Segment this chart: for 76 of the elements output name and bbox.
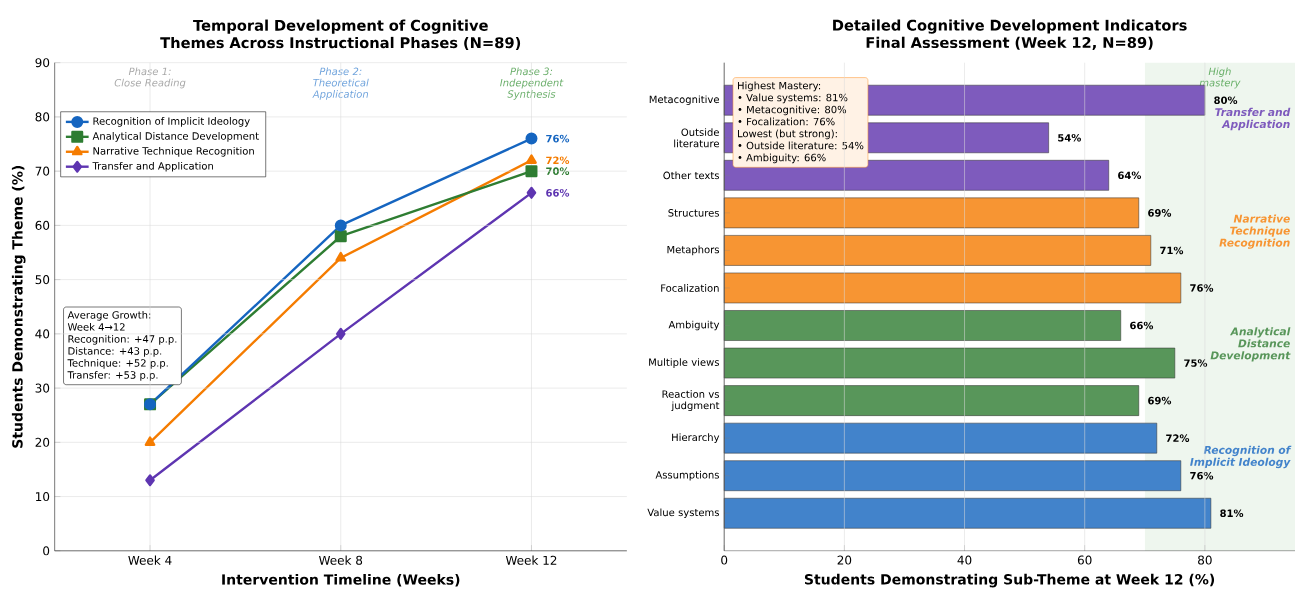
data-label: 70% [546,167,570,176]
y-axis-title: Students Demonstrating Theme (%) [11,166,26,448]
data-label: 64% [1118,171,1142,180]
data-label: 75% [1184,359,1208,367]
y-tick-label: Multiple views [649,358,720,368]
data-label: 80% [1214,96,1238,105]
annotation: Week 4→12 [67,323,125,331]
band-label: High mastery [1199,67,1241,89]
x-tick-label: Week 8 [318,555,363,565]
data-label: 72% [546,156,570,165]
x-tick-label: 60 [1077,555,1092,565]
x-axis-title: Students Demonstrating Sub-Theme at Week 12 (%) [804,573,1215,588]
annotation: • Focalization: 76% [738,117,835,126]
x-axis-title: Intervention Timeline (Weeks) [222,574,460,587]
y-tick-label: 70 [35,166,50,176]
data-label: 54% [1058,134,1081,142]
legend-label: Recognition of Implicit Ideology [93,117,250,127]
data-label: 76% [1190,472,1214,480]
y-tick-label: Assumptions [655,470,720,481]
data-label: 66% [1130,321,1154,330]
y-tick-label: 10 [36,492,50,502]
y-tick-label: 20 [35,437,50,447]
chart-title: Temporal Development of Cognitive Themes Across Instructional Phases (N=89) [160,19,521,51]
chart-title: Detailed Cognitive Development Indicators Final Assessment (Week 12, N=89) [833,19,1187,51]
y-tick-label: 90 [35,58,50,68]
annotation: • Metacognitive: 80% [738,105,847,116]
y-tick-label: 60 [35,220,50,231]
y-tick-label: Focalization [661,284,719,292]
y-tick-label: Reaction vs judgment [662,390,720,412]
y-tick-label: Ambiguity [668,320,720,331]
annotation: Transfer: +53 p.p. [67,371,158,381]
y-tick-label: Hierarchy [672,433,720,444]
y-tick-label: Value systems [647,508,719,519]
annotation: Phase 2: Theoretical Application [312,67,369,100]
x-tick-label: 80 [1198,555,1212,565]
y-tick-label: 50 [35,275,50,285]
y-tick-label: Metacognitive [649,95,719,106]
y-tick-label: 40 [35,329,50,339]
annotation: Recognition: +47 p.p. [68,335,177,345]
y-tick-label: Metaphors [667,245,720,256]
annotation: Recognition of Implicit Ideology [1190,445,1292,469]
annotation: Analytical Distance Development [1210,327,1291,362]
x-tick-label: 0 [721,555,728,565]
x-tick-label: 20 [837,555,852,565]
legend-label: Transfer and Application [92,162,213,172]
legend-label: Analytical Distance Development [92,132,259,142]
annotation: Highest Mastery: [738,81,821,92]
x-tick-label: Week 4 [128,555,172,565]
annotation: Phase 1: Close Reading [114,67,186,89]
annotation: Phase 3: Independent Synthesis [500,67,564,100]
data-label: 66% [546,189,570,197]
annotation: Distance: +43 p.p. [68,347,162,357]
annotation: Lowest (but strong): [738,129,837,140]
annotation: Narrative Technique Recognition [1219,214,1290,249]
data-label: 76% [1190,284,1214,292]
y-tick-label: Other texts [663,171,719,180]
y-tick-label: 80 [35,112,50,122]
x-tick-label: 40 [957,555,972,565]
y-tick-label: 30 [35,383,50,393]
annotation: • Value systems: 81% [738,93,848,104]
data-label: 76% [546,134,570,143]
data-label: 71% [1160,246,1184,255]
y-tick-label: Outside literature [674,128,719,148]
data-label: 72% [1166,434,1190,443]
x-tick-label: Week 12 [505,555,557,565]
y-tick-label: 0 [43,546,50,556]
data-label: 69% [1148,209,1172,217]
data-label: 69% [1148,396,1172,405]
annotation: Transfer and Application [1215,107,1291,131]
annotation: Technique: +52 p.p. [67,359,168,369]
y-tick-label: Structures [668,209,719,217]
data-label: 81% [1220,509,1244,518]
annotation: Average Growth: [67,311,151,321]
legend-label: Narrative Technique Recognition [93,147,254,157]
annotation: • Outside literature: 54% [738,141,864,150]
annotation: • Ambiguity: 66% [738,153,826,164]
